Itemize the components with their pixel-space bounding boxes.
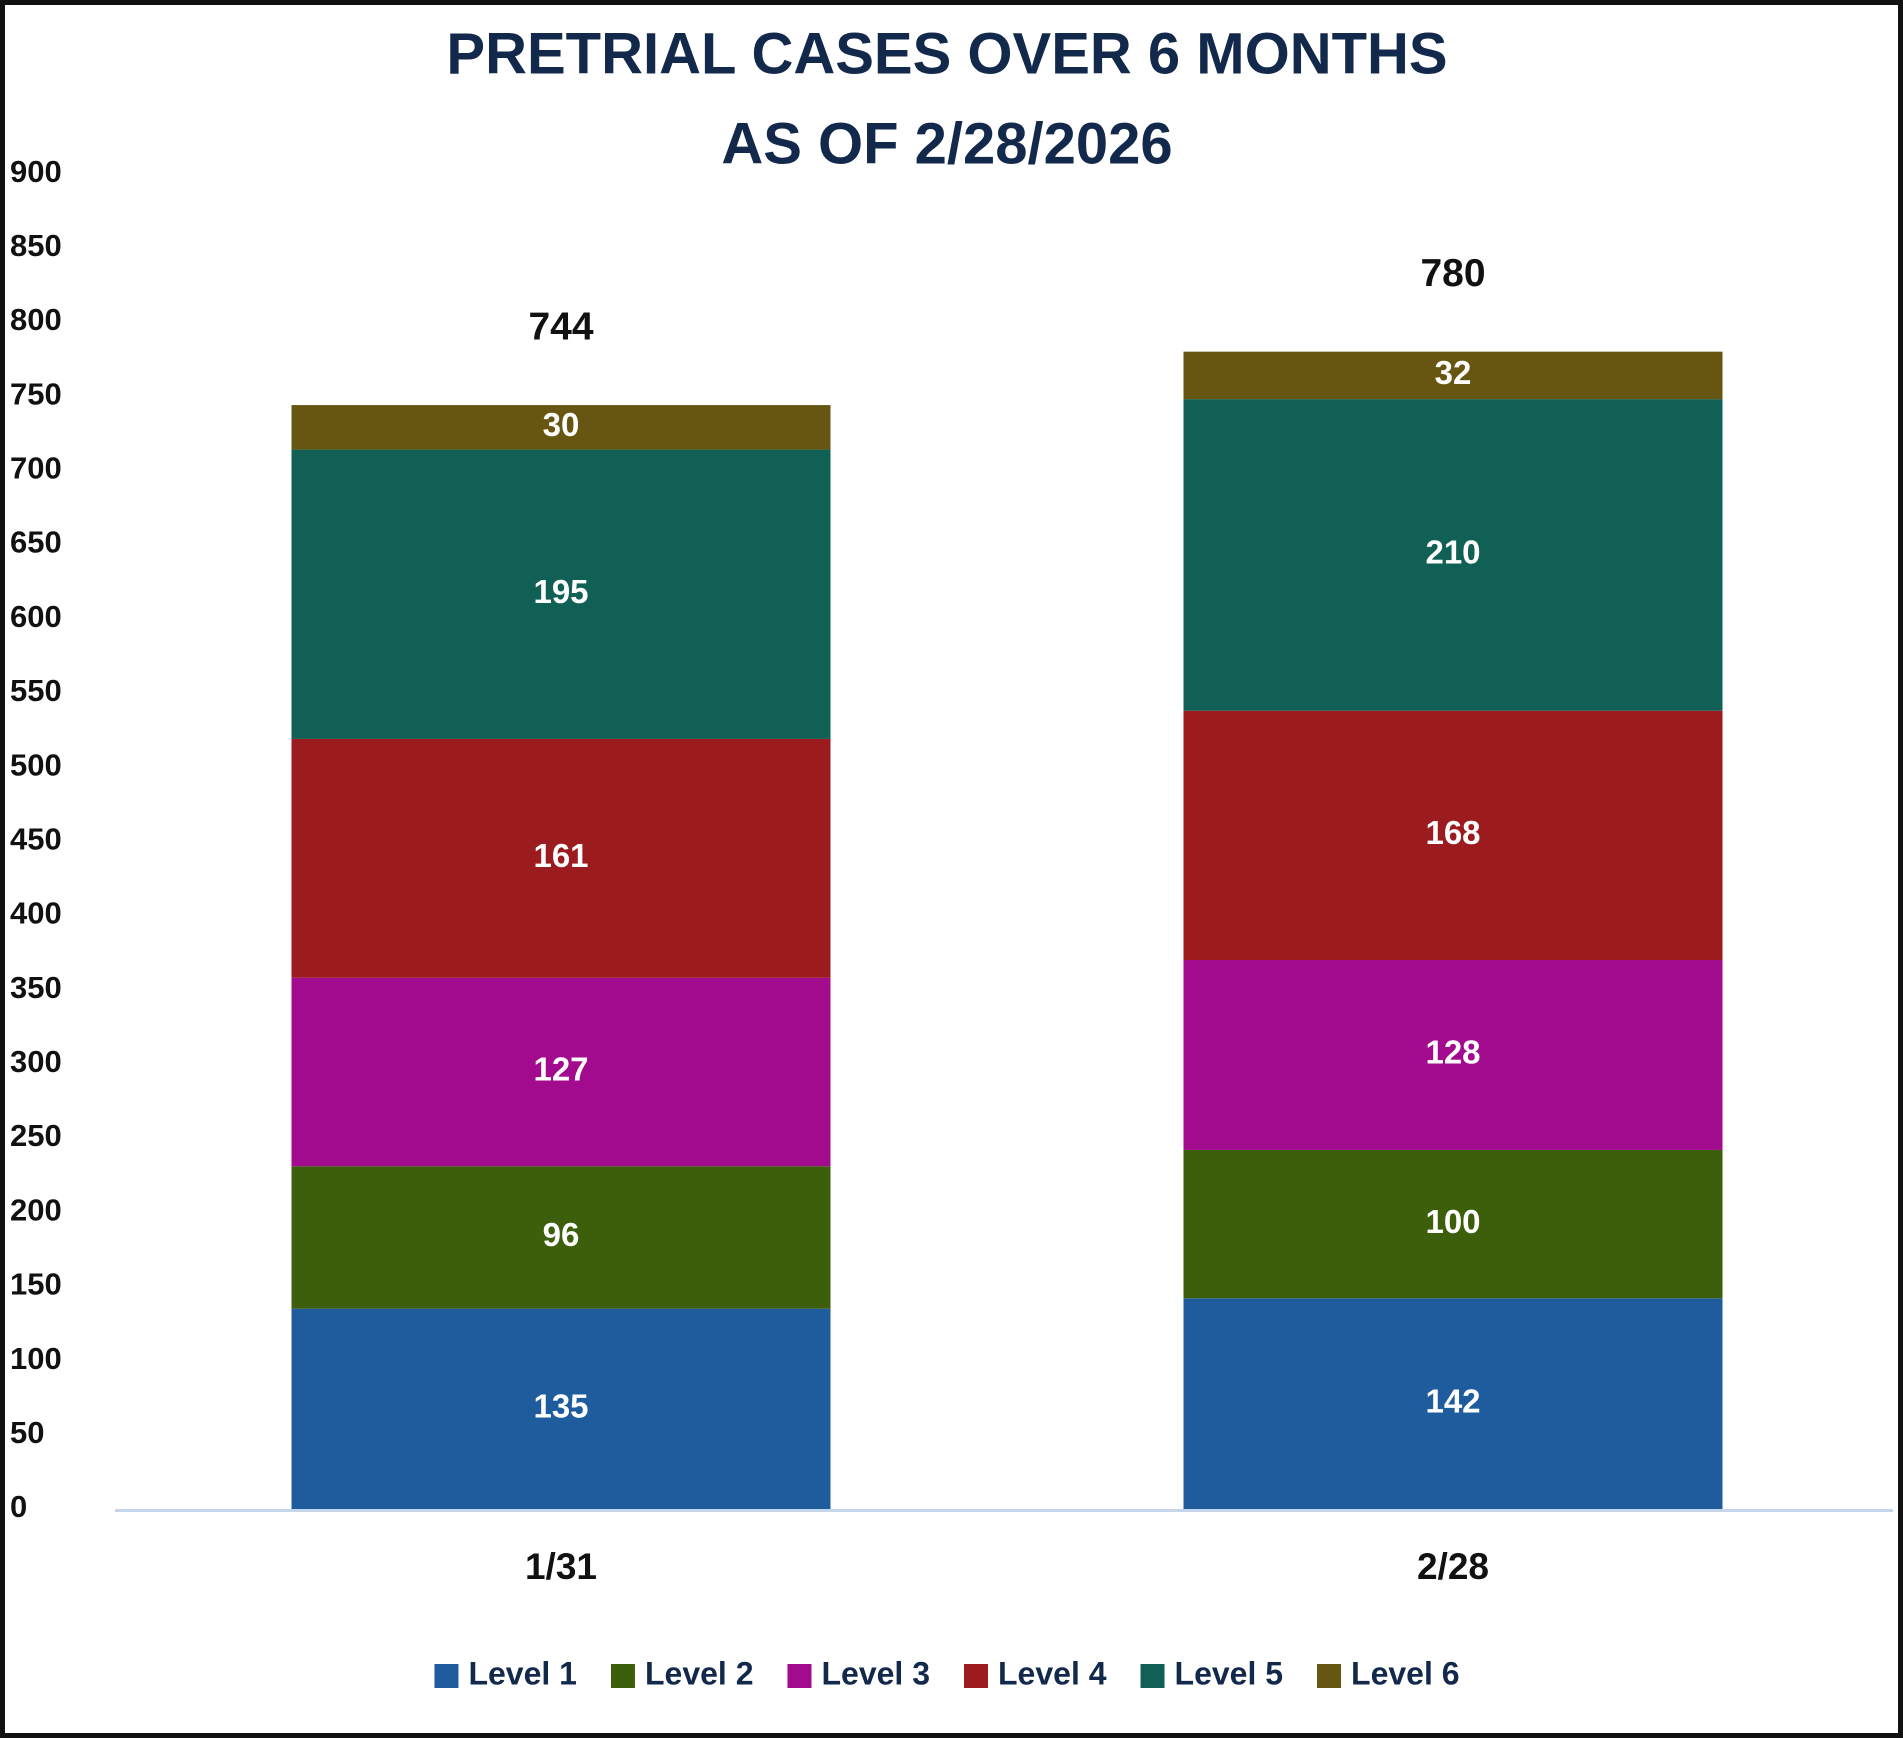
data-label: 32 (1435, 354, 1472, 391)
y-tick-label: 700 (10, 451, 62, 486)
data-label: 161 (533, 837, 588, 874)
y-tick-label: 400 (10, 896, 62, 931)
legend-label: Level 1 (468, 1655, 577, 1691)
legend-swatch (964, 1664, 988, 1688)
y-tick-label: 450 (10, 821, 62, 856)
bar-segment (291, 977, 831, 1167)
bar-segment (291, 405, 831, 450)
legend-label: Level 2 (645, 1655, 754, 1691)
y-tick-label: 350 (10, 970, 62, 1005)
y-tick-label: 650 (10, 525, 62, 560)
data-label: 128 (1425, 1034, 1480, 1071)
bar-segment (1183, 351, 1723, 400)
bar-segment (1183, 1298, 1723, 1509)
legend-label: Level 3 (821, 1655, 930, 1691)
legend-swatch (610, 1664, 635, 1688)
bar-segment (291, 1166, 831, 1309)
legend-swatch (434, 1664, 459, 1688)
y-tick-label: 250 (10, 1118, 62, 1153)
data-label: 100 (1425, 1203, 1480, 1240)
data-label: 195 (533, 573, 588, 610)
y-tick-label: 50 (10, 1415, 44, 1450)
y-tick-label: 750 (10, 376, 62, 411)
legend-swatch (787, 1664, 812, 1688)
data-label: 30 (543, 406, 580, 443)
y-tick-label: 100 (10, 1341, 62, 1376)
y-tick-label: 150 (10, 1267, 62, 1302)
y-tick-label: 0 (10, 1489, 27, 1524)
bar-segment (1183, 960, 1723, 1150)
total-label: 780 (1420, 252, 1485, 295)
data-label: 135 (533, 1388, 588, 1425)
y-tick-label: 300 (10, 1044, 62, 1079)
x-tick-label: 2/28 (1417, 1546, 1489, 1587)
y-tick-label: 850 (10, 228, 62, 263)
bar-segment (291, 1308, 831, 1509)
y-tick-label: 800 (10, 302, 62, 337)
y-tick-label: 200 (10, 1192, 62, 1227)
y-tick-label: 600 (10, 599, 62, 634)
data-label: 96 (543, 1216, 580, 1253)
bar-segment (291, 449, 831, 739)
data-label: 210 (1425, 534, 1480, 571)
data-label: 142 (1425, 1382, 1480, 1419)
legend-label: Level 6 (1351, 1655, 1460, 1691)
legend-label: Level 4 (998, 1655, 1107, 1691)
chart-title: PRETRIAL CASES OVER 6 MONTHS (446, 21, 1447, 86)
bar-segment (291, 738, 831, 978)
y-tick-label: 900 (10, 154, 62, 189)
legend-label: Level 5 (1175, 1655, 1284, 1691)
legend-swatch (1140, 1664, 1165, 1688)
total-label: 744 (528, 305, 593, 348)
x-tick-label: 1/31 (525, 1546, 597, 1587)
bar-segment (1183, 710, 1723, 961)
y-tick-label: 550 (10, 673, 62, 708)
chart-subtitle: AS OF 2/28/2026 (721, 111, 1172, 176)
bar-segment (1183, 1149, 1723, 1299)
data-label: 168 (1425, 814, 1480, 851)
y-tick-label: 500 (10, 747, 62, 782)
data-label: 127 (533, 1051, 588, 1088)
legend-swatch (1317, 1664, 1342, 1688)
bar-segment (1183, 399, 1723, 711)
